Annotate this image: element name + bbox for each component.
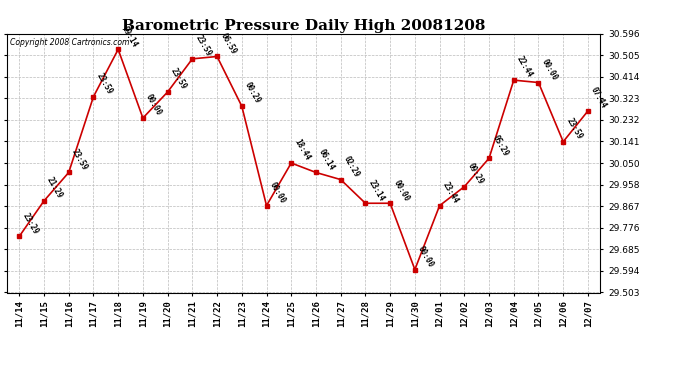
Title: Barometric Pressure Daily High 20081208: Barometric Pressure Daily High 20081208 [122,19,485,33]
Text: 18:44: 18:44 [293,138,312,162]
Text: 23:59: 23:59 [169,67,188,91]
Text: 00:00: 00:00 [391,178,411,203]
Text: Copyright 2008 Cartronics.com: Copyright 2008 Cartronics.com [10,38,129,46]
Text: 09:29: 09:29 [466,162,485,186]
Text: 23:59: 23:59 [95,72,114,96]
Text: 21:29: 21:29 [46,176,65,200]
Text: 05:29: 05:29 [491,133,510,158]
Text: 22:44: 22:44 [515,55,534,80]
Text: 09:14: 09:14 [119,24,139,49]
Text: 06:14: 06:14 [317,147,337,172]
Text: 00:00: 00:00 [268,180,287,205]
Text: 00:00: 00:00 [540,57,559,82]
Text: 00:29: 00:29 [243,81,262,105]
Text: 23:59: 23:59 [564,117,584,141]
Text: 23:59: 23:59 [70,147,89,172]
Text: 23:14: 23:14 [366,178,386,203]
Text: 00:00: 00:00 [416,244,435,269]
Text: 00:00: 00:00 [144,93,164,117]
Text: 07:44: 07:44 [589,86,609,110]
Text: 23:44: 23:44 [441,180,460,205]
Text: 06:59: 06:59 [218,31,237,56]
Text: 23:29: 23:29 [21,211,40,236]
Text: 23:59: 23:59 [194,34,213,58]
Text: 02:29: 02:29 [342,154,362,179]
